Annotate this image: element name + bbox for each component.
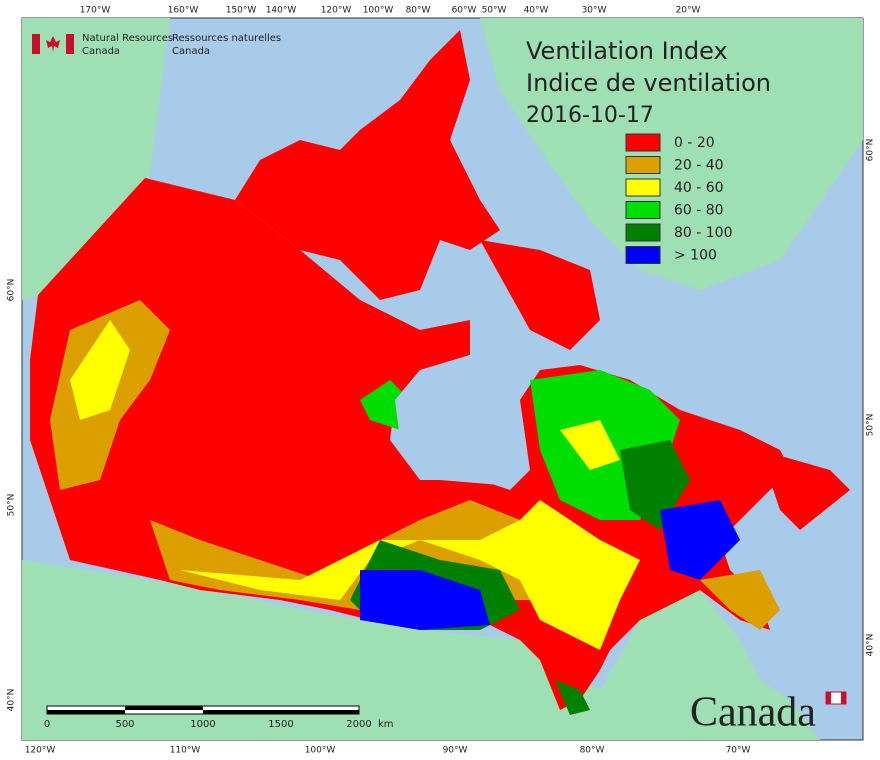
scale-label: 1000	[190, 719, 215, 730]
longitude-label: 90°W	[443, 746, 468, 756]
latitude-label: 50°N	[866, 414, 876, 437]
longitude-label: 100°W	[363, 6, 394, 16]
hudson-bay	[395, 355, 520, 485]
latitude-label: 60°N	[7, 279, 17, 302]
latitude-label: 60°N	[866, 139, 876, 162]
legend-swatch	[625, 201, 661, 219]
latitude-label: 40°N	[866, 634, 876, 657]
longitude-label: 80°W	[406, 6, 431, 16]
longitude-label: 60°W	[452, 6, 477, 16]
canada	[30, 30, 850, 715]
longitude-label: 110°W	[170, 746, 201, 756]
org-name-en: Canada	[82, 46, 120, 57]
scale-label: 500	[115, 719, 134, 730]
longitude-label: 120°W	[25, 746, 56, 756]
latitude-label: 40°N	[7, 689, 17, 712]
longitude-label: 80°W	[580, 746, 605, 756]
longitude-label: 40°W	[524, 6, 549, 16]
legend-swatch	[625, 156, 661, 174]
org-name-fr: Ressources naturelles	[172, 33, 281, 44]
longitude-label: 150°W	[226, 6, 257, 16]
legend-label: 20 - 40	[674, 158, 724, 174]
legend-swatch	[625, 223, 661, 242]
longitude-label: 70°W	[726, 746, 751, 756]
legend-label: 0 - 20	[674, 135, 715, 151]
scale-bar	[46, 705, 360, 715]
legend-label: 40 - 60	[674, 180, 724, 196]
legend-label: > 100	[674, 248, 717, 264]
longitude-label: 20°W	[676, 6, 701, 16]
title-line: 2016-10-17	[526, 103, 654, 128]
wordmark-flag	[825, 691, 847, 705]
org-name-en: Natural Resources	[82, 33, 173, 44]
land	[22, 18, 863, 740]
nrcan-logo	[32, 34, 74, 54]
legend-swatch	[625, 246, 661, 264]
longitude-label: 30°W	[582, 6, 607, 16]
longitude-label: 160°W	[168, 6, 199, 16]
latitude-label: 50°N	[7, 494, 17, 517]
longitude-label: 50°W	[482, 6, 507, 16]
wordmark: Canada	[690, 690, 816, 736]
title-line: Ventilation Index	[526, 37, 728, 65]
longitude-label: 120°W	[321, 6, 352, 16]
scale-label: 0	[44, 719, 50, 730]
scale-label: 1500	[268, 719, 293, 730]
legend-swatch	[625, 133, 661, 152]
legend-swatch	[625, 178, 661, 197]
legend-label: 80 - 100	[674, 225, 733, 241]
longitude-label: 140°W	[266, 6, 297, 16]
scale-unit: km	[378, 719, 394, 730]
longitude-label: 100°W	[305, 746, 336, 756]
legend-label: 60 - 80	[674, 203, 724, 219]
longitude-label: 170°W	[80, 6, 111, 16]
org-name-fr: Canada	[172, 46, 210, 57]
scale-label: 2000	[346, 719, 371, 730]
title-line: Indice de ventilation	[526, 69, 771, 97]
